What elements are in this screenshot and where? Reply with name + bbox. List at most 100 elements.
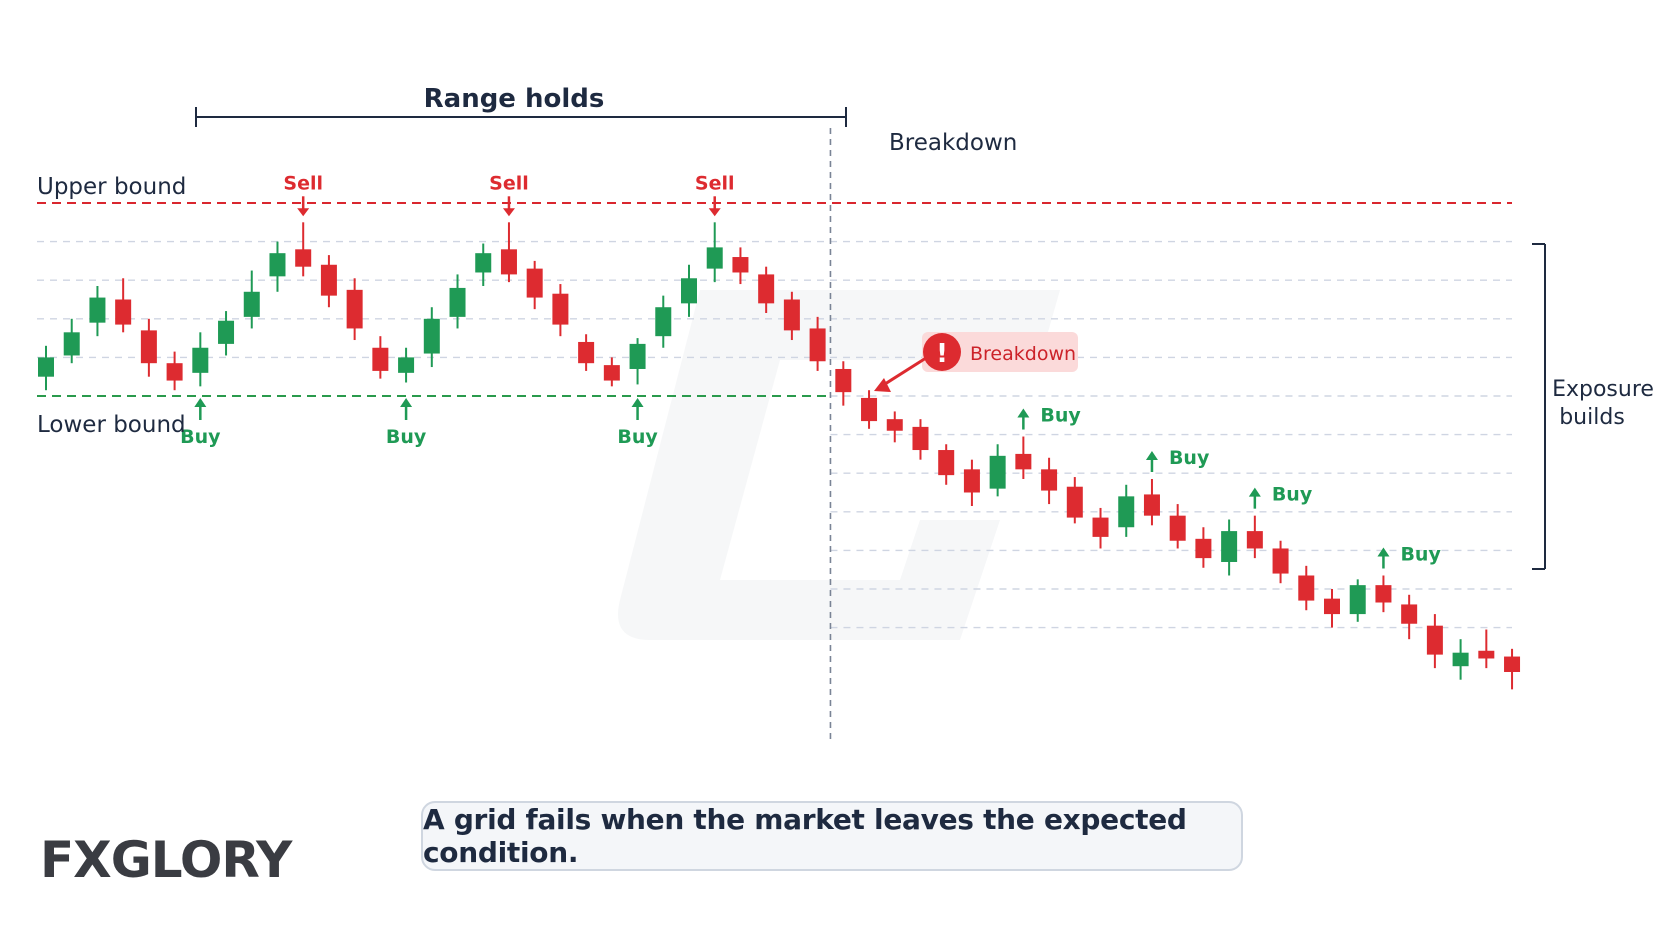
candle: [732, 247, 749, 285]
candle-body: [115, 299, 132, 325]
candle: [758, 266, 775, 314]
buy-arrowhead-icon: [631, 398, 644, 407]
candle: [886, 411, 903, 443]
candle: [963, 459, 980, 507]
candle: [706, 222, 723, 283]
bound-lines: [37, 202, 1512, 397]
candle: [1015, 436, 1032, 479]
candle-body: [1041, 469, 1058, 491]
candle-body: [1221, 531, 1238, 562]
sell-label: Sell: [489, 172, 529, 194]
candle: [398, 347, 415, 383]
candle: [629, 338, 646, 385]
exposure-label-line1: Exposure: [1552, 377, 1654, 402]
buy-label: Buy: [386, 426, 427, 448]
candle: [1478, 629, 1495, 669]
candle: [269, 241, 286, 292]
candle-body: [398, 357, 415, 373]
candle-body: [1375, 585, 1392, 603]
candle-body: [243, 291, 260, 317]
buy-marker: Buy: [386, 398, 427, 448]
candle: [1375, 575, 1392, 613]
candle: [1118, 484, 1135, 537]
candle: [1041, 457, 1058, 505]
alert-icon: !: [936, 339, 948, 369]
candle: [1169, 504, 1186, 549]
candles: [38, 222, 1521, 690]
candle-body: [1452, 652, 1469, 667]
candle-body: [912, 426, 929, 451]
watermark-logo: [618, 290, 1060, 640]
buy-marker: Buy: [1145, 447, 1210, 472]
breakdown-header: Breakdown: [889, 130, 1017, 156]
candle-body: [1349, 585, 1366, 615]
candle: [526, 260, 543, 310]
candle: [192, 332, 209, 387]
buy-marker: Buy: [617, 398, 658, 448]
candle: [166, 351, 183, 391]
candle-body: [938, 450, 955, 476]
buy-marker: Buy: [1377, 543, 1441, 569]
candle-body: [603, 365, 620, 381]
buy-label: Buy: [617, 426, 658, 448]
candle-body: [166, 363, 183, 381]
candle: [603, 357, 620, 387]
candle: [1298, 565, 1315, 611]
breakdown-pointer-arrow: [884, 356, 927, 386]
candle-body: [1143, 494, 1160, 516]
buy-arrowhead-icon: [194, 398, 207, 407]
candle: [1246, 515, 1263, 559]
candle-body: [449, 287, 466, 317]
candle-body: [1092, 517, 1109, 537]
candle-body: [269, 253, 286, 277]
buy-arrowhead-icon: [1017, 408, 1030, 418]
candle: [989, 444, 1006, 497]
candle-body: [295, 249, 312, 267]
candle-body: [963, 469, 980, 493]
breakdown-badge: ! Breakdown: [874, 332, 1078, 392]
buy-label: Buy: [1400, 543, 1441, 565]
logo-rest: GLORY: [110, 831, 293, 889]
candle: [552, 284, 569, 337]
buy-marker: Buy: [1248, 484, 1313, 509]
candle: [1272, 540, 1289, 584]
buy-arrowhead-icon: [1248, 487, 1261, 497]
trade-markers: Sell Sell Sell Buy Buy Buy Buy Buy Buy Buy: [180, 172, 1441, 569]
candle: [218, 311, 235, 356]
candle: [63, 318, 80, 364]
candle-body: [886, 419, 903, 431]
candle-body: [1478, 650, 1495, 659]
candle-body: [1066, 486, 1083, 518]
buy-arrowhead-icon: [1377, 547, 1390, 557]
candle: [1195, 527, 1212, 568]
candle-body: [320, 264, 337, 296]
candle: [346, 278, 363, 341]
candle: [115, 278, 132, 333]
buy-marker: Buy: [180, 398, 221, 448]
candle-body: [1195, 538, 1212, 559]
candle: [140, 318, 157, 377]
buy-label: Buy: [1169, 447, 1210, 469]
candle: [295, 222, 312, 277]
candle-body: [809, 328, 826, 362]
candle: [1426, 614, 1443, 669]
candle: [1324, 589, 1340, 628]
candle-body: [372, 347, 389, 371]
candle: [372, 336, 389, 379]
buy-label: Buy: [1040, 405, 1081, 427]
sell-arrowhead-icon: [297, 208, 310, 217]
logo-prefix: FX: [40, 831, 112, 889]
sell-label: Sell: [695, 172, 735, 194]
candle-body: [578, 341, 595, 364]
candle: [1143, 478, 1160, 526]
candle-body: [629, 343, 646, 369]
candle-body: [706, 247, 723, 269]
candle-body: [1426, 625, 1443, 655]
candle-body: [63, 332, 80, 356]
candle: [938, 444, 955, 485]
candle-body: [1246, 531, 1263, 549]
candle-body: [552, 293, 569, 325]
candle-body: [526, 268, 543, 298]
candle: [655, 295, 672, 348]
